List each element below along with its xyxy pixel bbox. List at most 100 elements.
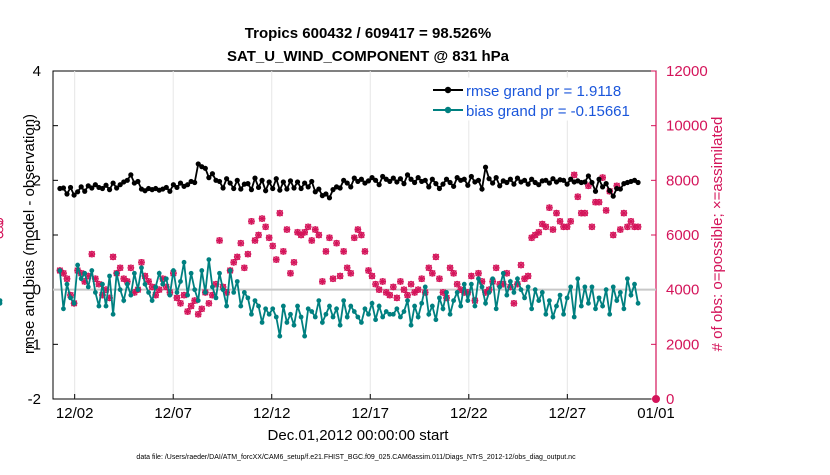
obs-assimilated-point	[631, 223, 638, 231]
rmse-point	[298, 185, 304, 192]
obs-assimilated-point	[336, 272, 344, 280]
bias-point	[546, 298, 552, 303]
rmse-point	[75, 189, 81, 195]
rmse-point	[412, 179, 418, 186]
bias-point	[366, 311, 371, 317]
bias-point	[522, 295, 527, 301]
rmse-point	[635, 179, 641, 186]
rmse-point	[521, 177, 528, 183]
bias-point	[185, 292, 190, 298]
bias-point	[305, 306, 311, 312]
obs-assimilated-point	[599, 174, 606, 181]
x-tick-label: 12/12	[253, 405, 291, 422]
rmse-point	[227, 180, 233, 186]
rmse-point	[103, 182, 109, 188]
rmse-point	[603, 181, 609, 187]
obs-assimilated-point	[63, 275, 71, 283]
obs-assimilated-point	[475, 269, 482, 277]
bias-point	[440, 306, 446, 312]
bias-point	[195, 298, 201, 303]
obs-assimilated-point	[354, 226, 362, 233]
rmse-point	[610, 193, 616, 199]
rmse-point	[536, 182, 542, 188]
y-tick-label-right: 10000	[666, 118, 708, 135]
rmse-point	[369, 175, 375, 181]
bias-point	[461, 281, 467, 287]
obs-assimilated-point	[379, 278, 387, 285]
rmse-point	[117, 182, 123, 188]
obs-assimilated-point	[613, 182, 621, 190]
obs-assimilated-point	[382, 289, 390, 296]
obs-assimilated-point	[546, 204, 553, 212]
obs-assimilated-point	[567, 217, 575, 225]
obs-assimilated-point	[216, 237, 223, 244]
bias-point	[206, 257, 212, 262]
rmse-point	[305, 184, 311, 190]
rmse-point	[440, 181, 446, 187]
bias-point	[422, 284, 428, 290]
bias-point	[390, 311, 396, 317]
bias-point	[429, 303, 435, 309]
rmse-point	[202, 165, 208, 171]
x-tick-label: 12/17	[351, 405, 389, 422]
obs-assimilated-point	[233, 253, 241, 261]
bias-point	[344, 314, 350, 320]
bias-point	[323, 311, 329, 317]
obs-assimilated-point	[514, 280, 521, 288]
bias-point	[71, 300, 77, 306]
bias-point	[298, 314, 304, 320]
obs-assimilated-point	[372, 280, 379, 288]
rmse-point	[397, 176, 404, 182]
bias-point	[351, 309, 357, 314]
obs-assimilated-point	[60, 269, 67, 277]
obs-assimilated-point	[329, 275, 337, 283]
bias-point	[593, 306, 598, 312]
bias-point	[437, 295, 442, 301]
obs-assimilated-point	[404, 291, 411, 299]
bias-point	[259, 320, 265, 325]
obs-assimilated-point	[467, 272, 475, 280]
bias-point	[131, 270, 137, 276]
obs-assimilated-point	[138, 258, 145, 266]
obs-assimilated-point	[294, 228, 301, 236]
bias-point	[355, 314, 361, 320]
obs-assimilated-point	[297, 231, 305, 239]
rmse-point	[607, 188, 613, 194]
bias-point	[149, 298, 155, 303]
bias-point	[515, 276, 520, 282]
obs-assimilated-point	[326, 234, 333, 242]
bias-point	[192, 287, 198, 293]
rmse-point	[514, 175, 521, 181]
bias-point	[621, 306, 627, 312]
rmse-point	[433, 181, 439, 187]
rmse-point	[312, 189, 318, 195]
rmse-point	[284, 186, 290, 192]
rmse-point	[309, 178, 315, 185]
obs-assimilated-point	[191, 297, 199, 304]
obs-assimilated-point	[389, 283, 397, 291]
rmse-point	[341, 177, 347, 183]
obs-possible-point	[0, 226, 4, 233]
bias-point	[451, 298, 457, 303]
y-tick-label-right: 2000	[666, 336, 699, 353]
bias-point	[114, 270, 120, 276]
obs-assimilated-point	[407, 280, 415, 288]
obs-assimilated-point	[592, 198, 599, 206]
bias-point	[596, 295, 602, 301]
x-tick-label: 01/01	[637, 405, 675, 422]
obs-assimilated-point	[595, 198, 603, 206]
bias-point	[415, 314, 421, 320]
legend: rmse grand pr = 1.9118 bias grand pr = -…	[426, 77, 650, 121]
rmse-point	[195, 161, 201, 167]
rmse-point	[67, 184, 74, 191]
obs-assimilated-point	[287, 269, 294, 277]
obs-possible-point	[0, 218, 4, 225]
rmse-point	[170, 182, 177, 188]
bias-point	[447, 311, 453, 317]
bias-point	[493, 306, 499, 312]
bias-point	[142, 281, 148, 287]
rmse-point	[344, 180, 350, 186]
bias-point	[483, 300, 488, 306]
legend-bias-label: bias grand pr = -0.15661	[466, 103, 630, 120]
